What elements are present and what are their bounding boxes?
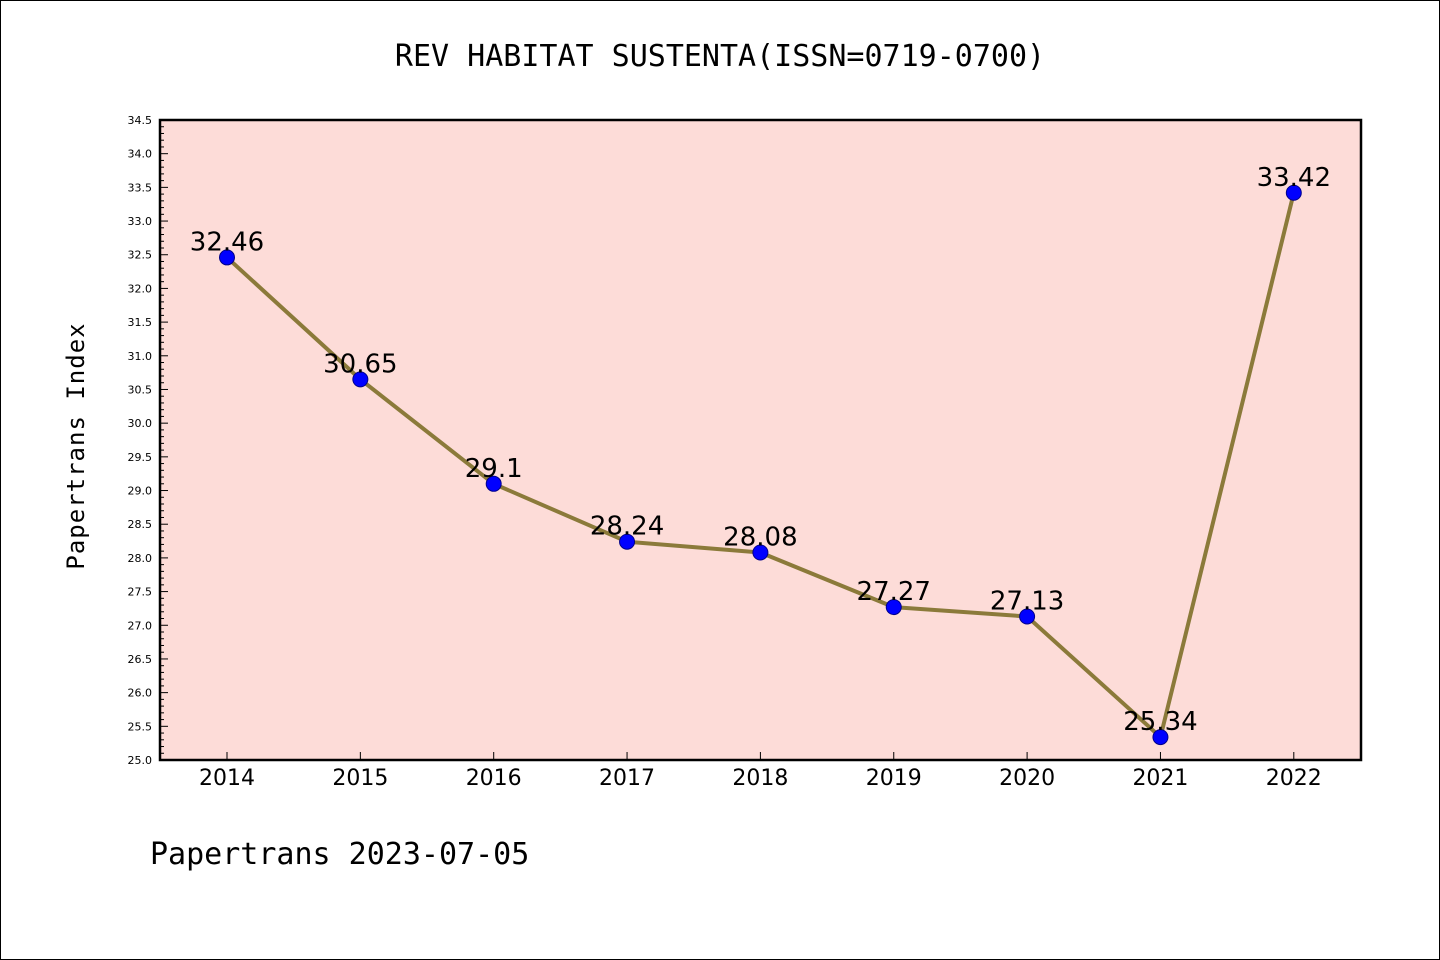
data-point	[1285, 184, 1302, 201]
y-tick-label: 32.5	[128, 249, 153, 262]
y-tick-label: 26.5	[128, 653, 153, 666]
data-label: 25.34	[1123, 707, 1197, 737]
y-tick-label: 28.0	[128, 552, 153, 565]
y-tick-label: 34.0	[128, 148, 153, 161]
data-point	[219, 249, 235, 266]
x-tick-label: 2020	[999, 766, 1055, 791]
x-tick-label: 2018	[732, 766, 788, 791]
y-tick-label: 33.5	[128, 181, 153, 194]
data-label: 28.24	[590, 512, 664, 542]
y-tick-label: 34.5	[128, 114, 153, 127]
series-layer	[219, 184, 1302, 746]
y-tick-label: 27.0	[128, 619, 153, 632]
x-tick-label: 2016	[466, 766, 522, 791]
data-point	[752, 544, 769, 561]
plot-border	[158, 118, 1363, 762]
y-tick-label: 31.0	[128, 350, 153, 363]
x-axis: 2014 2015 2016 2017 2018 2019 2020 2021 2022	[199, 752, 1322, 791]
y-tick-label: 32.0	[128, 282, 153, 295]
data-point	[1019, 608, 1036, 625]
data-point	[885, 599, 902, 616]
data-point	[1152, 729, 1169, 746]
y-tick-label: 26.0	[128, 687, 153, 700]
y-tick-label: 25.5	[128, 720, 153, 733]
x-tick-label: 2017	[599, 766, 655, 791]
data-label: 28.08	[723, 523, 797, 553]
data-point	[619, 533, 636, 550]
y-tick-label: 27.5	[128, 586, 153, 599]
y-tick-label: 30.5	[128, 383, 153, 396]
data-point	[352, 371, 369, 388]
footer-credit: Papertrans 2023-07-05	[150, 837, 529, 872]
data-label: 29.1	[465, 454, 523, 484]
x-tick-label: 2014	[199, 766, 255, 791]
y-axis-label: Papertrans Index	[62, 322, 90, 569]
x-tick-label: 2021	[1132, 766, 1188, 791]
data-label: 27.13	[990, 587, 1064, 617]
chart-title: REV HABITAT SUSTENTA(ISSN=0719-0700)	[395, 39, 1045, 74]
y-tick-label: 33.0	[128, 215, 153, 228]
y-tick-label: 25.0	[128, 754, 153, 767]
y-tick-label: 28.5	[128, 518, 153, 531]
data-label: 30.65	[323, 349, 397, 379]
y-axis: 25.0 25.5 26.0 26.5 27.0 27.5 28.0 28.5 29.0 29.5…	[128, 114, 168, 767]
x-tick-label: 2019	[866, 766, 922, 791]
y-tick-label: 31.5	[128, 316, 153, 329]
y-tick-label: 29.5	[128, 451, 153, 464]
data-label: 27.27	[857, 577, 931, 607]
y-tick-label: 30.0	[128, 417, 153, 430]
data-label: 32.46	[190, 227, 264, 257]
y-tick-label: 29.0	[128, 485, 153, 498]
data-label: 33.42	[1257, 163, 1331, 193]
data-labels: 32.46 30.65 29.1 28.24 28.08 27.27 27.13 25.34 3…	[190, 163, 1331, 737]
x-tick-label: 2022	[1266, 766, 1322, 791]
data-point	[485, 475, 502, 492]
plot-area	[160, 120, 1361, 760]
x-tick-label: 2015	[332, 766, 388, 791]
